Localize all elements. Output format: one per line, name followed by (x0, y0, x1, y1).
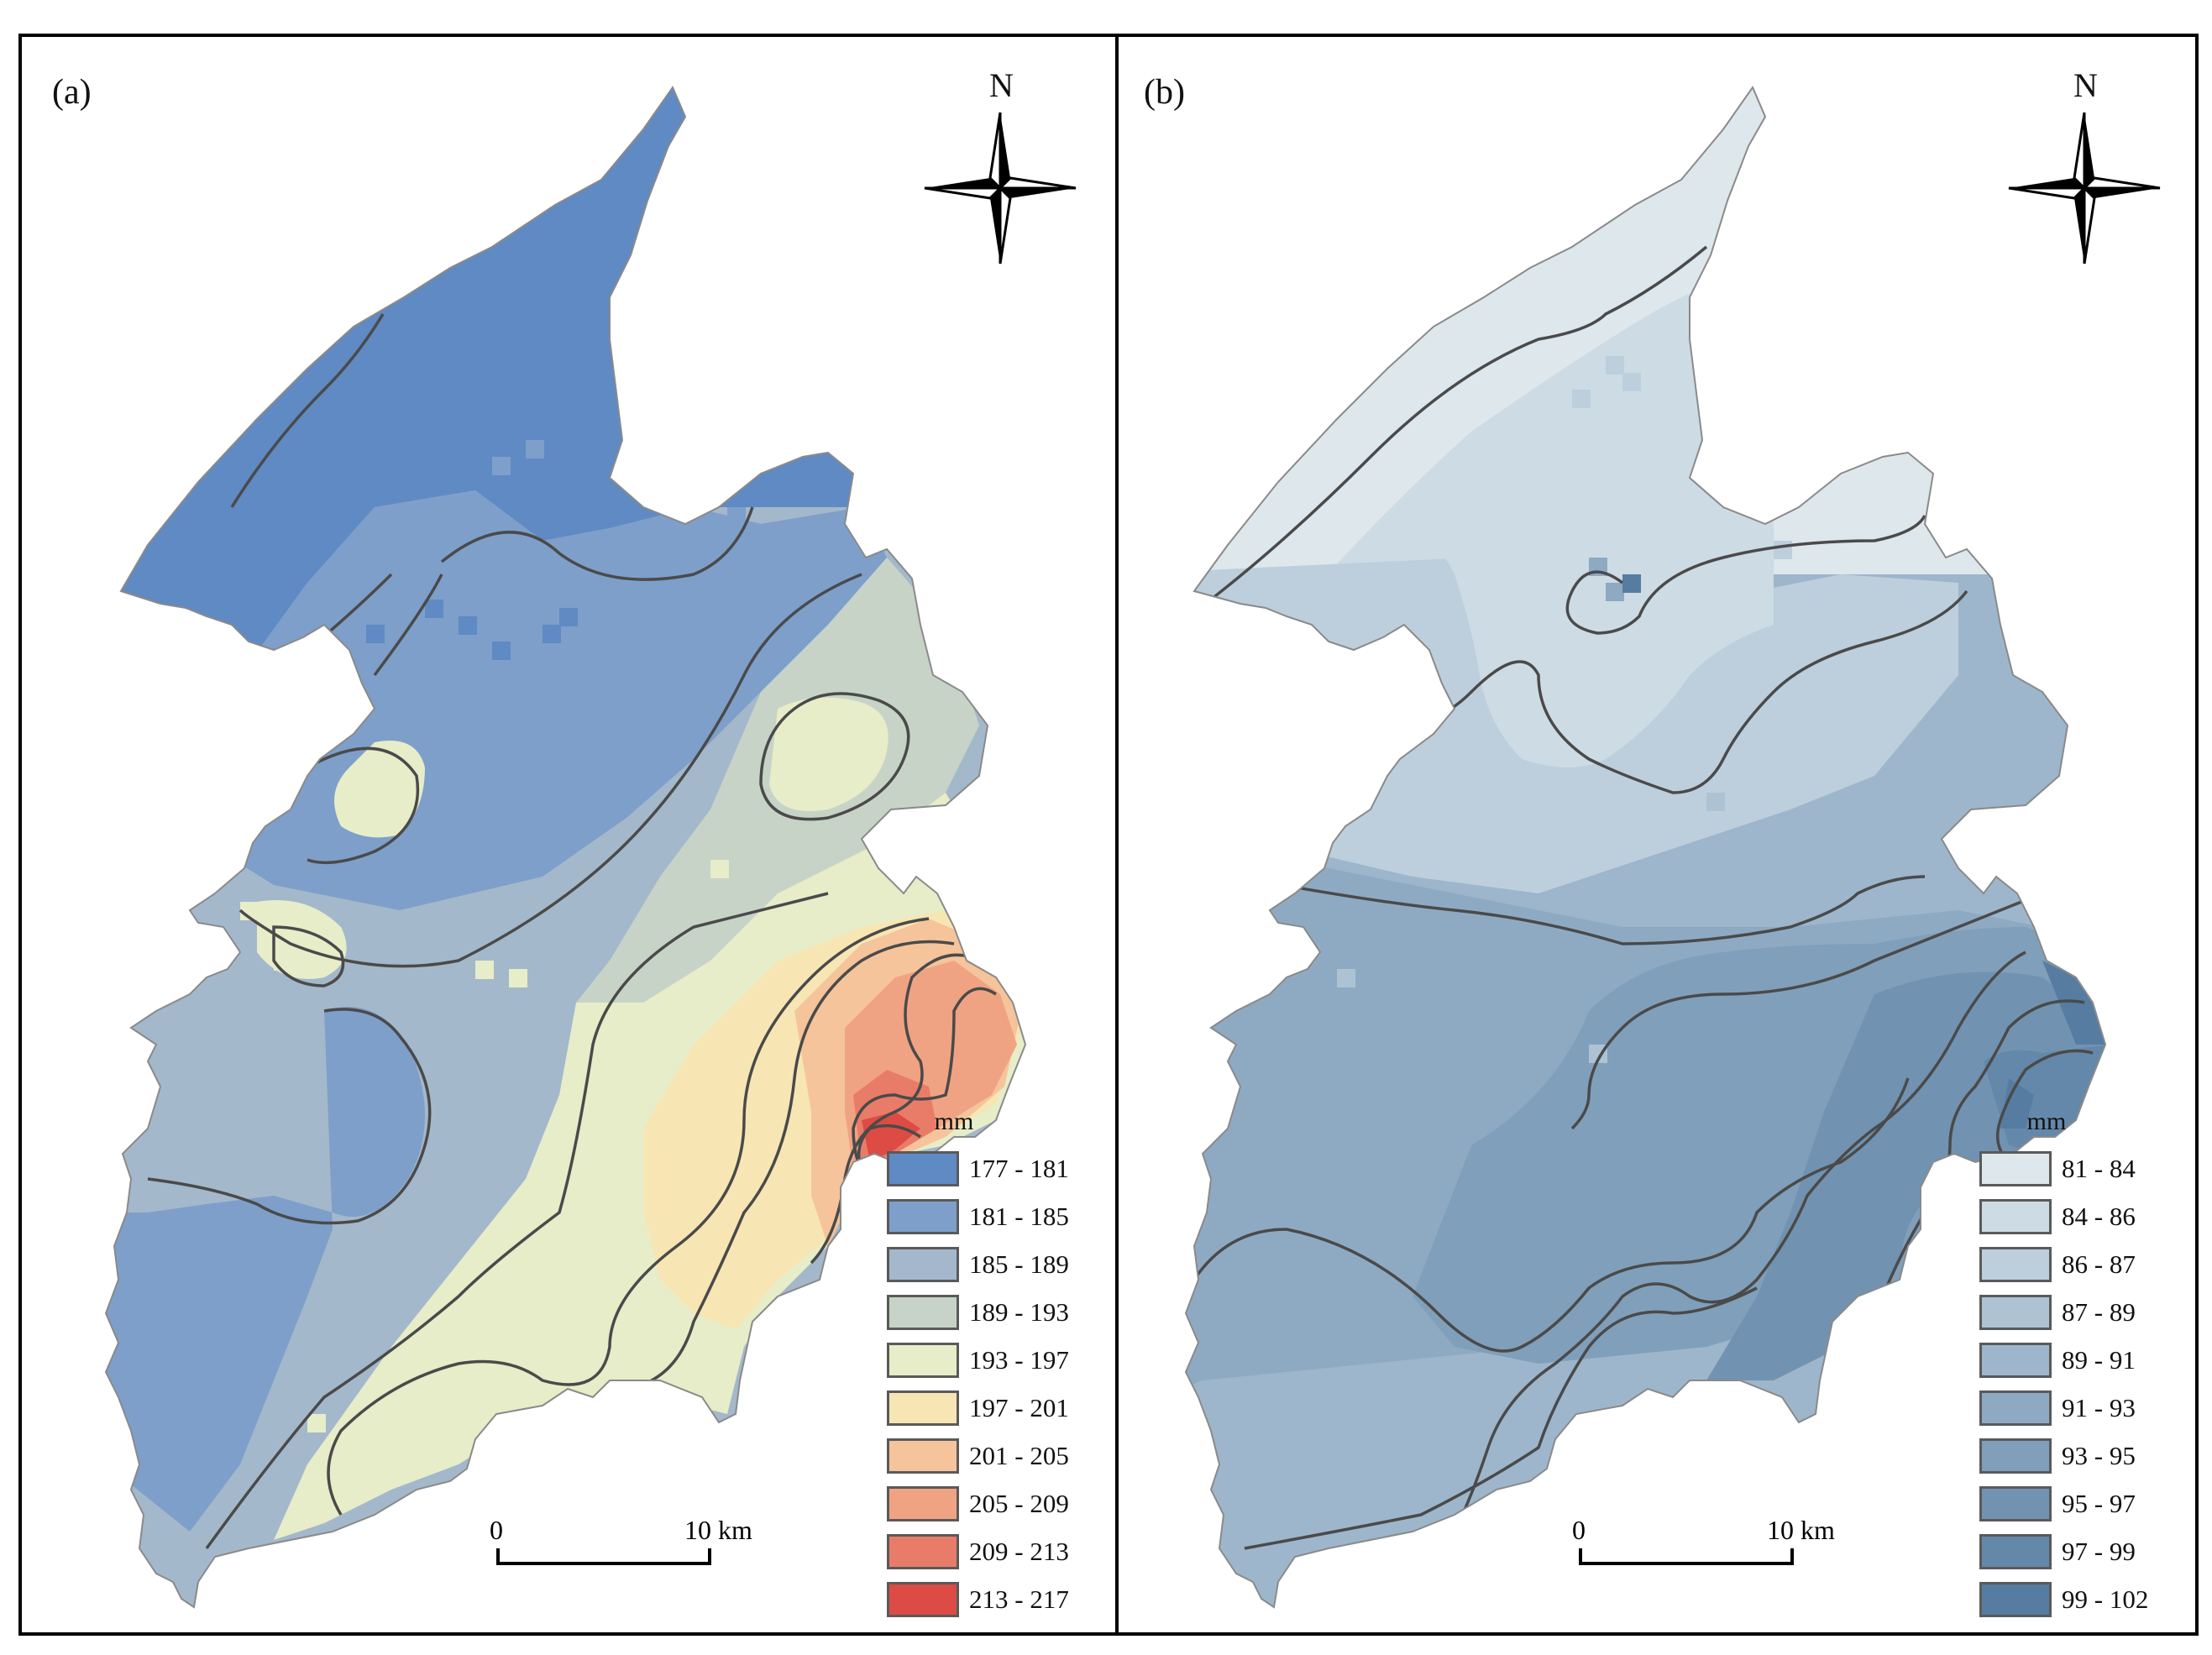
legend-swatch (1979, 1581, 2052, 1617)
legend-swatch (887, 1438, 959, 1474)
legend-class-label: 81 - 84 (2062, 1153, 2136, 1183)
legend-class-label: 197 - 201 (969, 1392, 1069, 1422)
legend-swatch (1979, 1438, 2052, 1474)
legend-row-b: 89 - 91 (1979, 1336, 2198, 1384)
scale-end-a: 10 km (684, 1515, 752, 1545)
legend-swatch (887, 1246, 959, 1282)
legend-class-label: 185 - 189 (969, 1249, 1069, 1279)
legend-row-a: 209 - 213 (887, 1527, 1105, 1575)
legend-class-label: 189 - 193 (969, 1296, 1069, 1327)
map-a (105, 86, 1077, 1608)
legend-row-a: 189 - 193 (887, 1288, 1105, 1336)
panel-label-b: (b) (1144, 73, 1185, 112)
panel-label-a: (a) (52, 73, 92, 112)
legend-class-label: 213 - 217 (969, 1584, 1069, 1614)
legend-swatch (887, 1581, 959, 1617)
legend-swatch (887, 1150, 959, 1186)
legend-swatch (1979, 1150, 2052, 1186)
legend-class-label: 181 - 185 (969, 1201, 1069, 1231)
legend-class-label: 86 - 87 (2062, 1249, 2136, 1279)
legend-class-label: 201 - 205 (969, 1440, 1069, 1470)
legend-row-a: 205 - 209 (887, 1480, 1105, 1527)
legend-unit-a: mm (934, 1108, 974, 1135)
north-label-a: N (989, 66, 1014, 104)
legend-swatch (1979, 1485, 2052, 1521)
legend-row-a: 177 - 181 (887, 1144, 1105, 1192)
legend-swatch (1979, 1533, 2052, 1569)
legend-swatch (887, 1533, 959, 1569)
legend-swatch (887, 1485, 959, 1521)
legend-swatch (887, 1390, 959, 1426)
scale-start-a: 0 (490, 1515, 503, 1545)
legend-row-b: 95 - 97 (1979, 1480, 2198, 1527)
legend-unit-b: mm (2026, 1108, 2067, 1135)
panel-b: (b) N mm 81 - 84 84 - 86 86 - 87 87 - 89 89 … (1119, 37, 2202, 1632)
map-b (1185, 86, 2161, 1608)
legend-class-label: 84 - 86 (2062, 1201, 2136, 1231)
legend-swatch (1979, 1342, 2052, 1378)
legend-row-b: 84 - 86 (1979, 1192, 2198, 1240)
legend-class-label: 95 - 97 (2062, 1488, 2136, 1518)
legend-swatch (1979, 1246, 2052, 1282)
scale-start-b: 0 (1572, 1515, 1586, 1545)
legend-row-a: 213 - 217 (887, 1575, 1105, 1623)
legend-swatch (887, 1342, 959, 1378)
legend-class-label: 99 - 102 (2062, 1584, 2149, 1614)
legend-row-a: 193 - 197 (887, 1336, 1105, 1384)
legend-swatch (1979, 1294, 2052, 1330)
legend-class-label: 97 - 99 (2062, 1536, 2136, 1566)
panel-divider (1115, 37, 1119, 1632)
scale-bar-a: 0 10 km (480, 1515, 752, 1582)
legend-swatch (887, 1198, 959, 1234)
legend-row-b: 87 - 89 (1979, 1288, 2198, 1336)
legend-class-label: 87 - 89 (2062, 1296, 2136, 1327)
legend-class-label: 93 - 95 (2062, 1440, 2136, 1470)
scale-end-b: 10 km (1767, 1515, 1835, 1545)
legend-b: mm 81 - 84 84 - 86 86 - 87 87 - 89 89 - 91 91… (1979, 1108, 2198, 1623)
legend-row-a: 201 - 205 (887, 1432, 1105, 1480)
legend-row-b: 91 - 93 (1979, 1384, 2198, 1432)
legend-class-label: 91 - 93 (2062, 1392, 2136, 1422)
panel-a: (a) N mm 177 - 181 181 - 185 185 - 189 189 … (22, 37, 1115, 1632)
north-arrow-a (924, 112, 1077, 264)
legend-row-b: 99 - 102 (1979, 1575, 2198, 1623)
legend-row-b: 86 - 87 (1979, 1240, 2198, 1288)
legend-class-label: 89 - 91 (2062, 1344, 2136, 1375)
legend-class-label: 205 - 209 (969, 1488, 1069, 1518)
legend-class-label: 177 - 181 (969, 1153, 1069, 1183)
legend-row-a: 181 - 185 (887, 1192, 1105, 1240)
legend-class-label: 193 - 197 (969, 1344, 1069, 1375)
legend-class-label: 209 - 213 (969, 1536, 1069, 1566)
legend-swatch (887, 1294, 959, 1330)
north-label-b: N (2073, 66, 2098, 104)
legend-row-a: 197 - 201 (887, 1384, 1105, 1432)
north-arrow-b (2008, 112, 2161, 264)
figure-frame: (a) N mm 177 - 181 181 - 185 185 - 189 189 … (18, 34, 2199, 1636)
legend-swatch (1979, 1390, 2052, 1426)
legend-a: mm 177 - 181 181 - 185 185 - 189 189 - 193 1… (887, 1108, 1105, 1623)
legend-row-a: 185 - 189 (887, 1240, 1105, 1288)
legend-swatch (1979, 1198, 2052, 1234)
legend-row-b: 93 - 95 (1979, 1432, 2198, 1480)
legend-row-b: 97 - 99 (1979, 1527, 2198, 1575)
legend-row-b: 81 - 84 (1979, 1144, 2198, 1192)
scale-bar-b: 0 10 km (1562, 1515, 1835, 1582)
